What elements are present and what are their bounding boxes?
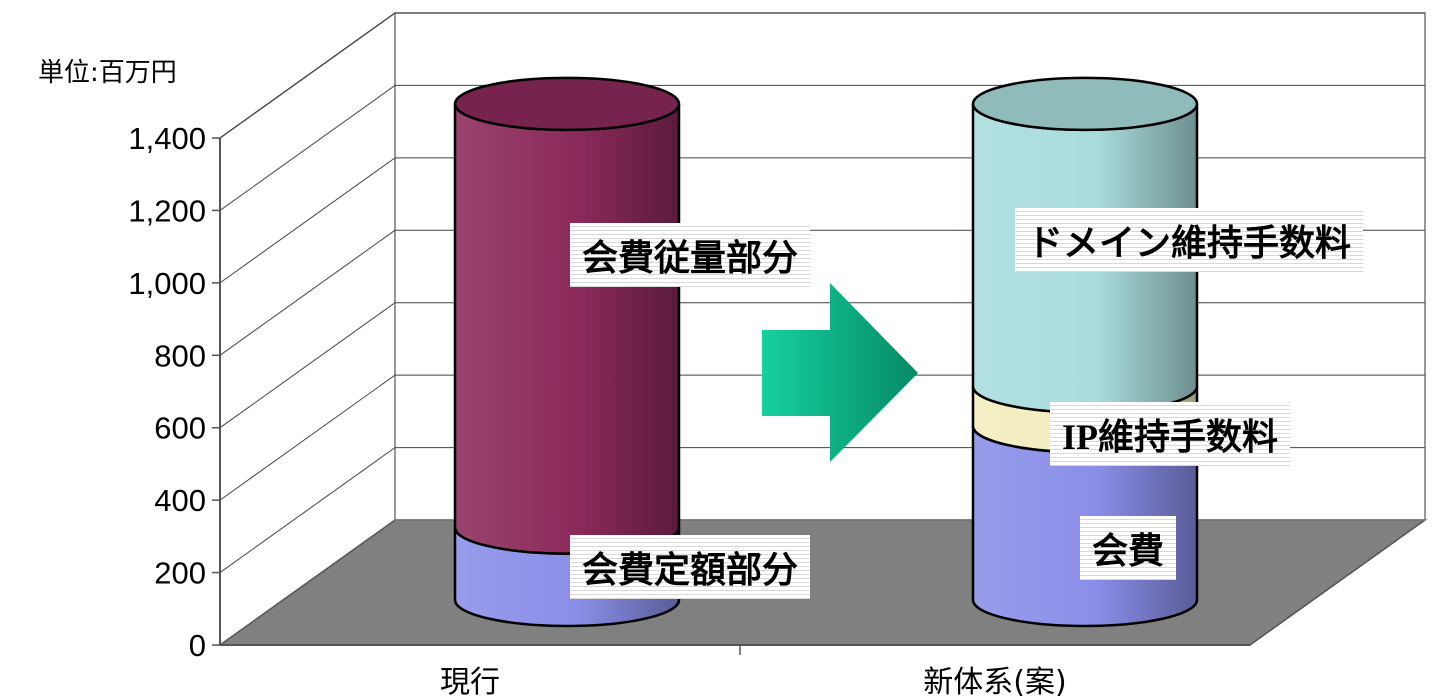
cylinder-segment <box>453 103 681 555</box>
y-tick-label: 1,400 <box>128 121 206 156</box>
y-tick-label: 800 <box>154 338 206 373</box>
y-tick-label: 1,000 <box>128 266 206 301</box>
y-tick-label: 400 <box>154 483 206 518</box>
label-current-fixed-fee: 会費定額部分 <box>570 535 811 599</box>
label-new-domain-fee: ドメイン維持手数料 <box>1015 208 1364 272</box>
gridline <box>219 84 1425 211</box>
gridline <box>219 12 1425 139</box>
y-tick-label: 0 <box>189 628 206 663</box>
arrow-icon <box>762 283 918 462</box>
y-tick-label: 200 <box>154 556 206 591</box>
unit-label: 単位:百万円 <box>38 58 177 88</box>
y-tick-label: 600 <box>154 411 206 446</box>
y-tick-labels: 0 200 400 600 800 1,000 1,200 1,400 <box>128 121 206 663</box>
label-current-usage-fee: 会費従量部分 <box>570 223 811 287</box>
x-tick-label-new: 新体系(案) <box>923 665 1066 698</box>
label-new-membership-fee: 会費 <box>1080 516 1177 580</box>
cylinder-top-cap <box>971 76 1199 132</box>
label-new-ip-fee: IP維持手数料 <box>1050 402 1291 466</box>
y-tick-label: 1,200 <box>128 193 206 228</box>
cylinder-top-cap <box>453 76 681 132</box>
chart-floor <box>217 519 1428 646</box>
x-tick-label-current: 現行 <box>440 665 500 698</box>
